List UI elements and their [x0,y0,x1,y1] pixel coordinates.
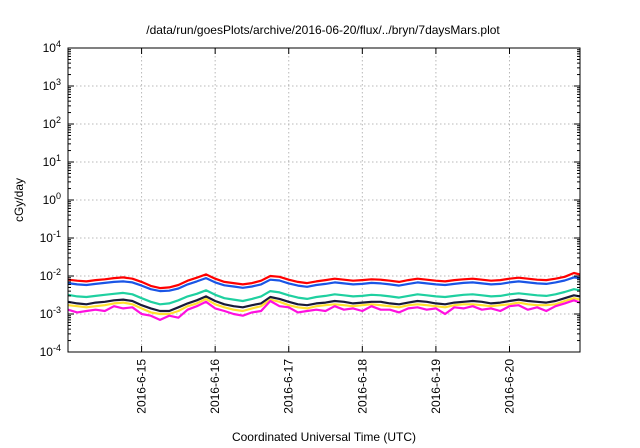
y-tick-label: 104 [43,39,61,55]
x-axis-label: Coordinated Universal Time (UTC) [232,430,416,444]
x-tick-label: 2016-6-16 [208,359,222,414]
y-axis-label: cGy/day [12,178,26,222]
series-line-1 [67,271,581,290]
series-layer [67,271,581,321]
y-tick-label: 103 [43,77,61,93]
series-line-5 [67,297,581,316]
y-tick-label: 10-4 [40,343,61,359]
y-axis: 10-4 10-3 10-2 10-1 100 101 102 103 104 [40,39,580,359]
x-tick-label: 2016-6-18 [355,359,369,414]
y-tick-label: 102 [43,115,61,131]
chart-title: /data/run/goesPlots/archive/2016-06-20/f… [146,23,500,37]
y-tick-label: 10-1 [40,229,61,245]
y-tick-label: 10-3 [40,305,61,321]
x-tick-label: 2016-6-19 [429,359,443,414]
series-line-4 [67,294,581,313]
y-tick-label: 100 [43,191,61,207]
series-line-3 [67,288,581,306]
x-tick-label: 2016-6-20 [502,359,516,414]
series-line-2 [67,276,581,293]
x-tick-label: 2016-6-17 [282,359,296,414]
series-line-6 [67,299,581,321]
y-tick-label: 10-2 [40,267,61,283]
x-tick-label: 2016-6-15 [135,359,149,414]
x-axis: 2016-6-15 2016-6-16 2016-6-17 2016-6-18 2016… [135,48,516,414]
y-tick-label: 101 [43,153,61,169]
